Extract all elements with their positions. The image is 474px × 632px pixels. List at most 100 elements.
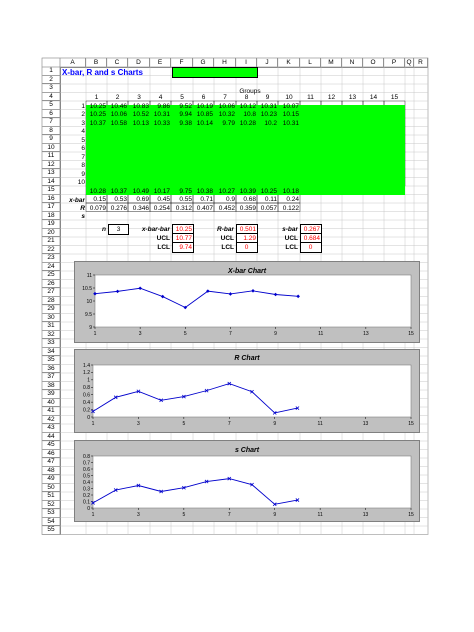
- data-cell[interactable]: 10.07: [282, 102, 299, 110]
- row-header-9[interactable]: 9: [42, 135, 61, 144]
- row-header-54[interactable]: 54: [42, 517, 61, 526]
- sample-row-7[interactable]: 7: [81, 153, 85, 161]
- stat-cell-s_values[interactable]: 0.057: [260, 204, 277, 212]
- s-lcl-cell[interactable]: 0: [300, 242, 322, 253]
- data-cell[interactable]: 9.38: [179, 119, 192, 127]
- row-header-47[interactable]: 47: [42, 458, 61, 467]
- sample-row-5[interactable]: 5: [81, 136, 85, 144]
- data-cell[interactable]: 10.12: [239, 102, 256, 110]
- column-header-N[interactable]: N: [342, 58, 363, 68]
- group-number-2[interactable]: 2: [115, 94, 120, 101]
- group-number-8[interactable]: 8: [244, 94, 249, 101]
- column-header-L[interactable]: L: [300, 58, 321, 68]
- group-number-7[interactable]: 7: [223, 94, 227, 101]
- data-cell[interactable]: 10.23: [260, 111, 277, 118]
- row-header-10[interactable]: 10: [42, 143, 61, 152]
- data-cell[interactable]: 10.31: [260, 102, 277, 110]
- data-cell[interactable]: 10.37: [89, 119, 106, 127]
- stat-cell-R_values[interactable]: 0.9: [225, 196, 235, 203]
- sample-row-8[interactable]: 8: [81, 162, 85, 169]
- row-header-43[interactable]: 43: [42, 424, 61, 433]
- group-number-3[interactable]: 3: [137, 94, 141, 101]
- data-cell[interactable]: 10.8: [243, 111, 256, 118]
- row-header-51[interactable]: 51: [42, 492, 61, 501]
- data-cell[interactable]: 10.31: [153, 111, 170, 118]
- column-header-J[interactable]: J: [257, 58, 278, 68]
- row-header-29[interactable]: 29: [42, 305, 61, 314]
- row-header-2[interactable]: 2: [42, 75, 61, 84]
- row-header-32[interactable]: 32: [42, 330, 61, 339]
- stat-cell-s_values[interactable]: 0.254: [153, 204, 170, 212]
- column-header-D[interactable]: D: [128, 58, 150, 68]
- row-header-45[interactable]: 45: [42, 441, 61, 450]
- group-number-14[interactable]: 14: [369, 94, 378, 101]
- stat-cell-R_values[interactable]: 0.45: [157, 196, 170, 203]
- data-cell[interactable]: 10.25: [89, 111, 106, 118]
- row-header-34[interactable]: 34: [42, 347, 61, 356]
- stat-cell-R_values[interactable]: 0.24: [286, 196, 299, 203]
- row-header-42[interactable]: 42: [42, 415, 61, 424]
- row-header-16[interactable]: 16: [42, 194, 61, 203]
- title-highlight-cell[interactable]: [172, 67, 258, 78]
- row-header-18[interactable]: 18: [42, 211, 61, 220]
- group-number-12[interactable]: 12: [327, 94, 336, 101]
- stat-cell-s_values[interactable]: 0.312: [175, 204, 192, 212]
- stat-cell-R_values[interactable]: 0.53: [114, 196, 127, 203]
- stat-cell-s_values[interactable]: 0.122: [282, 204, 299, 212]
- row-header-21[interactable]: 21: [42, 237, 61, 246]
- stat-cell-R_values[interactable]: 0.11: [264, 196, 277, 203]
- column-header-R[interactable]: R: [414, 58, 428, 68]
- row-header-27[interactable]: 27: [42, 288, 61, 297]
- row-header-40[interactable]: 40: [42, 398, 61, 407]
- row-header-33[interactable]: 33: [42, 339, 61, 348]
- group-number-5[interactable]: 5: [180, 94, 184, 101]
- row-header-53[interactable]: 53: [42, 509, 61, 518]
- column-header-C[interactable]: C: [107, 58, 128, 68]
- row-header-20[interactable]: 20: [42, 228, 61, 237]
- column-header-P[interactable]: P: [384, 58, 405, 68]
- row-header-3[interactable]: 3: [42, 84, 61, 93]
- stat-cell-xbar_values[interactable]: 10.18: [282, 187, 299, 195]
- data-cell[interactable]: 10.06: [110, 111, 127, 118]
- row-header-1[interactable]: 1: [42, 67, 61, 76]
- row-header-50[interactable]: 50: [42, 483, 61, 492]
- data-cell[interactable]: 10.28: [239, 119, 256, 127]
- column-header-Q[interactable]: Q: [405, 58, 414, 68]
- data-cell[interactable]: 9.79: [222, 119, 235, 127]
- data-cell[interactable]: 10.52: [132, 111, 149, 118]
- row-header-36[interactable]: 36: [42, 364, 61, 373]
- R-chart[interactable]: R Chart 0 0.2 0.4 0.6 0.8 1 1.2 1.4 1 3 5 7 9 11 13 15: [74, 349, 420, 433]
- stat-cell-s_values[interactable]: 0.359: [239, 204, 256, 212]
- stat-cell-xbar_values[interactable]: 10.28: [89, 187, 106, 195]
- stat-cell-R_values[interactable]: 0.55: [179, 196, 192, 203]
- n-value-cell[interactable]: 3: [108, 224, 129, 235]
- column-header-O[interactable]: O: [363, 58, 384, 68]
- row-header-48[interactable]: 48: [42, 466, 61, 475]
- data-cell[interactable]: 10.15: [282, 111, 299, 118]
- group-number-6[interactable]: 6: [201, 94, 206, 101]
- row-header-17[interactable]: 17: [42, 203, 61, 212]
- row-header-37[interactable]: 37: [42, 373, 61, 382]
- row-header-14[interactable]: 14: [42, 177, 61, 186]
- sample-row-2[interactable]: 2: [81, 111, 85, 118]
- row-header-7[interactable]: 7: [42, 118, 61, 127]
- stat-cell-s_values[interactable]: 0.276: [110, 204, 127, 212]
- row-header-22[interactable]: 22: [42, 245, 61, 254]
- row-header-4[interactable]: 4: [42, 92, 61, 101]
- stat-cell-xbar_values[interactable]: 10.37: [110, 187, 127, 195]
- group-number-13[interactable]: 13: [348, 94, 357, 101]
- sample-row-1[interactable]: 1: [81, 102, 85, 110]
- data-cell[interactable]: 10.14: [196, 119, 213, 127]
- xbar-lcl-cell[interactable]: 9.74: [172, 242, 194, 253]
- row-header-44[interactable]: 44: [42, 432, 61, 441]
- sheet-title[interactable]: X-bar, R and s Charts: [62, 68, 143, 77]
- data-cell[interactable]: 9.86: [157, 102, 170, 110]
- stat-cell-s_values[interactable]: 0.346: [132, 204, 149, 212]
- group-number-1[interactable]: 1: [94, 94, 99, 101]
- groups-label[interactable]: Groups: [239, 88, 261, 95]
- data-cell[interactable]: 10.31: [282, 119, 299, 127]
- sample-row-10[interactable]: 10: [77, 179, 85, 186]
- data-cell[interactable]: 10.46: [110, 102, 127, 110]
- row-header-12[interactable]: 12: [42, 160, 61, 169]
- sample-row-3[interactable]: 3: [81, 119, 85, 127]
